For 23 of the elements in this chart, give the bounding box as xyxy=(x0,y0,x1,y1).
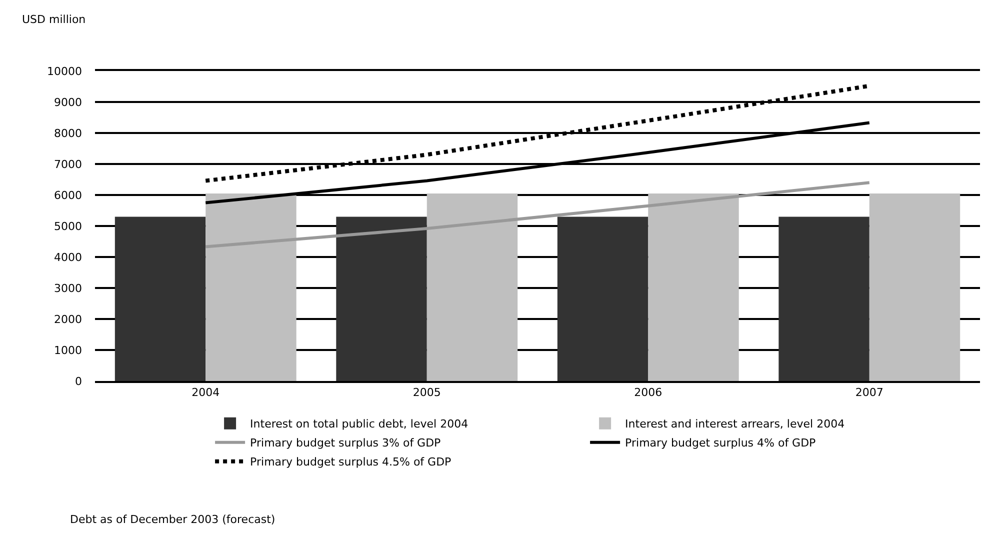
y-axis-title: USD million xyxy=(22,13,86,26)
y-tick-label: 8000 xyxy=(54,126,82,140)
legend-label: Interest and interest arrears, level 2004 xyxy=(625,418,845,431)
y-tick-label: 3000 xyxy=(54,282,82,295)
legend-label: Primary budget surplus 4% of GDP xyxy=(625,436,816,450)
legend-label: Primary budget surplus 3% of GDP xyxy=(250,436,442,450)
x-tick-label: 2004 xyxy=(192,386,220,400)
x-tick-label: 2007 xyxy=(855,386,884,400)
y-tick-label: 1000 xyxy=(54,344,82,357)
y-tick-label: 6000 xyxy=(54,188,82,202)
x-tick-label: 2006 xyxy=(634,386,662,400)
legend-label: Interest on total public debt, level 2004 xyxy=(250,418,468,431)
legend-label: Primary budget surplus 4.5% of GDP xyxy=(250,456,452,469)
line-series xyxy=(204,181,871,248)
y-tick-label: 5000 xyxy=(54,220,82,233)
y-tick-label: 9000 xyxy=(54,96,82,109)
y-tick-label: 7000 xyxy=(54,158,82,171)
y-tick-label: 2000 xyxy=(54,312,82,326)
y-tick-label: 4000 xyxy=(54,250,82,264)
y-tick-label: 10000 xyxy=(47,64,82,78)
text: Debt as of December 2003 (forecast) xyxy=(70,513,276,526)
y-tick-label: 0 xyxy=(75,374,82,388)
x-tick-label: 2005 xyxy=(412,386,441,400)
